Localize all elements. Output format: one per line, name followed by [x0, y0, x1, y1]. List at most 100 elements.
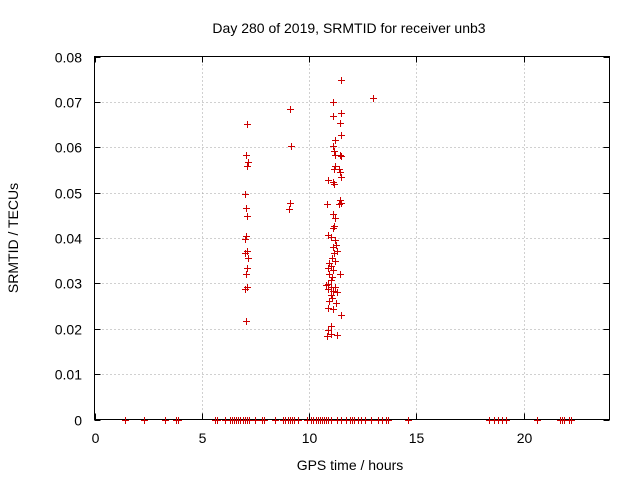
data-point — [162, 417, 169, 424]
data-point — [287, 200, 294, 207]
data-points — [122, 77, 575, 424]
data-point — [295, 417, 302, 424]
data-point — [242, 236, 249, 243]
data-point — [330, 306, 337, 313]
chart-title: Day 280 of 2019, SRMTID for receiver unb… — [212, 20, 485, 36]
y-tick-label: 0 — [74, 413, 82, 429]
data-point — [332, 284, 339, 291]
data-point — [122, 417, 129, 424]
data-point — [338, 312, 345, 319]
x-tick-label: 0 — [92, 430, 100, 446]
data-point — [326, 298, 333, 305]
data-point — [331, 250, 338, 257]
data-point — [337, 120, 344, 127]
data-point — [286, 206, 293, 213]
grid-lines — [94, 56, 610, 420]
data-point — [244, 265, 251, 272]
data-point — [336, 201, 343, 208]
data-point — [337, 152, 344, 159]
data-point — [328, 417, 335, 424]
data-point — [334, 332, 341, 339]
data-point — [338, 174, 345, 181]
y-axis-title: SRMTID / TECUs — [5, 183, 21, 293]
data-point — [328, 331, 335, 338]
data-point — [330, 244, 337, 251]
data-point — [330, 288, 337, 295]
data-point — [328, 323, 335, 330]
y-tick-label: 0.08 — [55, 50, 82, 66]
data-point — [330, 99, 337, 106]
data-point — [244, 163, 251, 170]
data-point — [329, 274, 336, 281]
data-point — [328, 234, 335, 241]
data-point — [261, 417, 268, 424]
data-point — [325, 327, 332, 334]
data-point — [242, 286, 249, 293]
data-point — [331, 181, 338, 188]
data-point — [141, 417, 148, 424]
data-point — [242, 191, 249, 198]
data-point — [245, 255, 252, 262]
x-tick-label: 5 — [199, 430, 207, 446]
data-point — [244, 121, 251, 128]
data-point — [336, 166, 343, 173]
data-point — [329, 295, 336, 302]
data-point — [330, 143, 337, 150]
data-point — [324, 201, 331, 208]
data-point — [329, 255, 336, 262]
data-point — [338, 153, 345, 160]
data-point — [338, 110, 345, 117]
data-point — [243, 271, 250, 278]
data-point — [333, 300, 340, 307]
data-point — [330, 113, 337, 120]
data-point — [175, 417, 182, 424]
y-tick-label: 0.06 — [55, 140, 82, 156]
data-point — [245, 159, 252, 166]
data-point — [328, 277, 335, 284]
y-tick-label: 0.04 — [55, 231, 82, 247]
data-point — [534, 417, 541, 424]
data-point — [362, 417, 369, 424]
data-point — [503, 417, 510, 424]
data-point — [252, 417, 259, 424]
data-point — [331, 148, 338, 155]
data-point — [288, 143, 295, 150]
data-point — [272, 417, 279, 424]
data-point — [287, 106, 294, 113]
data-point — [323, 282, 330, 289]
data-point — [332, 215, 339, 222]
x-tick-label: 20 — [517, 430, 533, 446]
data-point — [338, 77, 345, 84]
data-point — [326, 271, 333, 278]
data-point — [324, 333, 331, 340]
data-point — [330, 267, 337, 274]
data-point — [334, 289, 341, 296]
data-point — [243, 205, 250, 212]
axis-ticks — [94, 56, 610, 421]
data-point — [337, 197, 344, 204]
x-tick-label: 10 — [302, 430, 318, 446]
y-tick-label: 0.05 — [55, 186, 82, 202]
data-point — [325, 265, 332, 272]
data-point — [243, 318, 250, 325]
data-point — [243, 233, 250, 240]
data-point — [328, 292, 335, 299]
data-point — [242, 250, 249, 257]
data-point — [330, 211, 337, 218]
plot-frame — [94, 56, 610, 420]
x-tick-labels: 0 5 10 15 20 — [92, 430, 533, 446]
x-axis-title: GPS time / hours — [297, 457, 404, 473]
data-point — [325, 286, 332, 293]
data-point — [244, 213, 251, 220]
data-point — [330, 225, 337, 232]
data-point — [246, 417, 253, 424]
data-point — [332, 137, 339, 144]
data-point — [332, 258, 339, 265]
y-tick-label: 0.07 — [55, 95, 82, 111]
data-point — [337, 169, 344, 176]
data-point — [370, 95, 377, 102]
data-point — [332, 237, 339, 244]
data-point — [214, 417, 221, 424]
data-point — [568, 417, 575, 424]
